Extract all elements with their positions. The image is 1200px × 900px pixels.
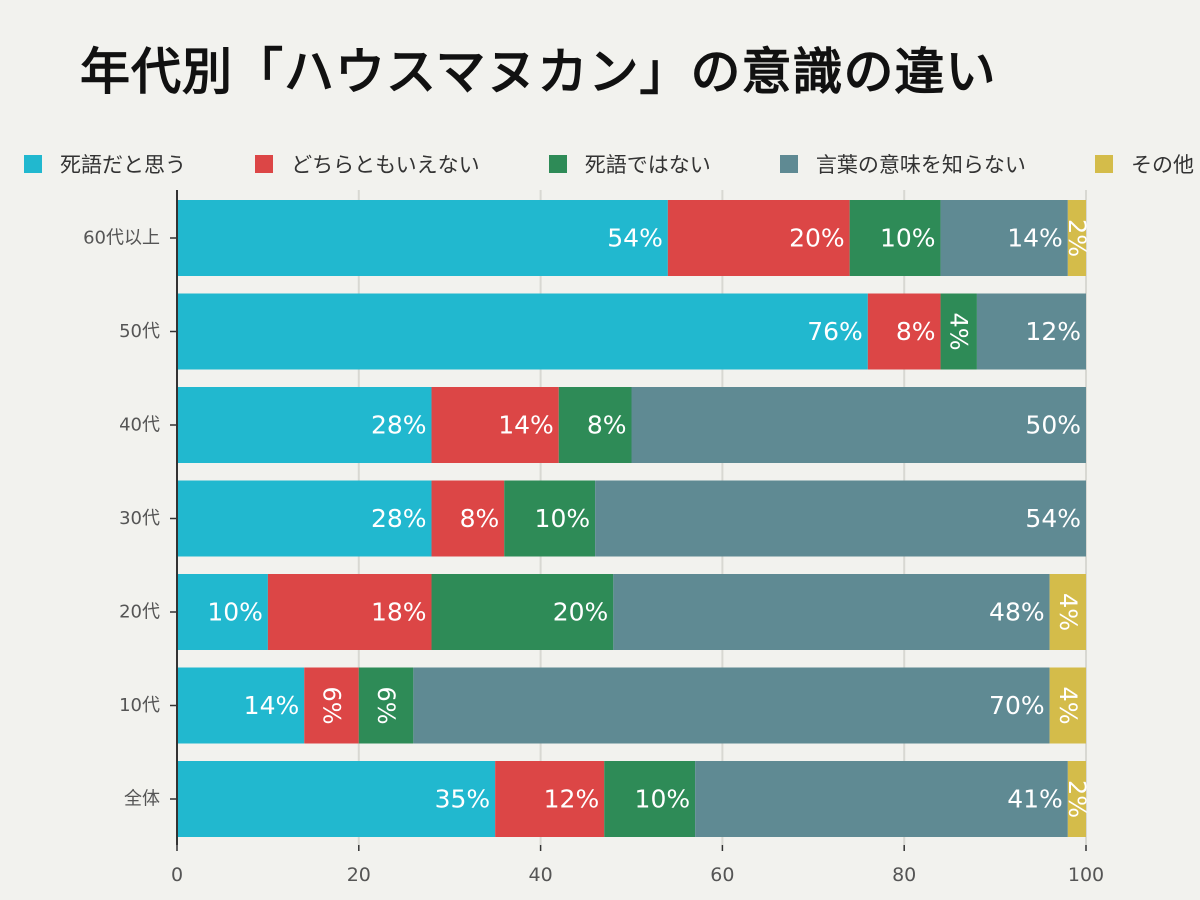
x-tick-label: 80	[892, 864, 916, 886]
category-label: 40代	[119, 415, 160, 436]
legend-label: 死語だと思う	[60, 153, 186, 177]
data-label: 20%	[789, 224, 845, 253]
category-label: 全体	[124, 789, 160, 810]
bar-segment	[667, 200, 850, 276]
bar-segment	[976, 293, 1086, 370]
bar-segment	[177, 387, 432, 463]
category-label: 10代	[119, 695, 160, 716]
bar-segment	[304, 667, 359, 744]
data-label: 6%	[372, 686, 400, 724]
bar-segment	[595, 480, 1086, 557]
legend-swatch	[548, 155, 567, 173]
bar-segment	[849, 200, 941, 276]
legend-item: 死語ではない	[548, 149, 711, 179]
bar-segment	[177, 293, 868, 370]
bar-segment	[177, 761, 496, 837]
data-label: 2%	[1063, 219, 1091, 257]
data-label: 18%	[371, 598, 427, 627]
data-label: 4%	[945, 312, 973, 350]
category-label: 60代以上	[83, 228, 160, 249]
data-label: 35%	[435, 785, 491, 814]
bar-segment	[1049, 667, 1086, 744]
bar-segment	[940, 200, 1068, 276]
data-label: 14%	[1007, 224, 1063, 253]
bar-segment	[267, 574, 432, 650]
bar-segment	[177, 480, 432, 557]
bar-segment	[431, 480, 505, 557]
data-label: 10%	[635, 785, 691, 814]
legend-item: その他	[1094, 149, 1194, 179]
data-label: 4%	[1054, 686, 1082, 724]
data-label: 4%	[1054, 593, 1082, 631]
bar-segment	[431, 387, 559, 463]
bar-segment	[1067, 761, 1086, 837]
bar-segment	[358, 667, 414, 744]
data-label: 28%	[371, 504, 427, 533]
data-label: 54%	[1025, 504, 1081, 533]
legend-label: 死語ではない	[584, 153, 711, 177]
legend-item: 言葉の意味を知らない	[779, 149, 1026, 179]
data-label: 14%	[244, 691, 300, 720]
bar-segment	[940, 293, 977, 370]
chart-legend: 死語だと思う どちらともいえない 死語ではない 言葉の意味を知らない その他	[24, 148, 1194, 180]
data-label: 76%	[807, 317, 863, 346]
bar-segment	[558, 387, 632, 463]
data-label: 8%	[460, 504, 500, 533]
data-label: 28%	[371, 411, 427, 440]
legend-label: その他	[1130, 153, 1194, 177]
bar-segment	[1049, 574, 1086, 650]
legend-swatch	[779, 155, 798, 173]
data-label: 50%	[1025, 411, 1081, 440]
x-tick-label: 100	[1068, 864, 1104, 886]
bar-segment	[177, 574, 268, 650]
bar-segment	[631, 387, 1086, 463]
x-tick-label: 0	[171, 864, 183, 886]
chart-title: 年代別「ハウスマヌカン」の意識の違い	[80, 43, 997, 101]
data-label: 48%	[989, 598, 1045, 627]
legend-item: 死語だと思う	[24, 149, 186, 179]
bar-segment	[495, 761, 605, 837]
data-label: 8%	[587, 411, 627, 440]
bar-segment	[177, 667, 305, 744]
data-label: 2%	[1063, 780, 1091, 818]
x-tick-label: 40	[529, 864, 553, 886]
bar-segment	[413, 667, 1050, 744]
category-label: 50代	[119, 321, 160, 342]
legend-swatch	[255, 155, 274, 173]
bar-segment	[613, 574, 1050, 650]
category-label: 30代	[119, 508, 160, 529]
data-label: 10%	[535, 504, 591, 533]
x-tick-label: 20	[347, 864, 371, 886]
bar-segment	[1067, 200, 1086, 276]
data-label: 8%	[896, 317, 936, 346]
bar-segment	[867, 293, 941, 370]
data-label: 54%	[607, 224, 663, 253]
bar-segment	[431, 574, 614, 650]
data-label: 20%	[553, 598, 609, 627]
legend-swatch	[1094, 155, 1113, 173]
data-label: 70%	[989, 691, 1045, 720]
bar-segment	[604, 761, 696, 837]
data-label: 12%	[1025, 317, 1081, 346]
data-label: 41%	[1007, 785, 1063, 814]
data-label: 10%	[880, 224, 936, 253]
bar-segment	[504, 480, 596, 557]
x-tick-label: 60	[710, 864, 734, 886]
bar-segment	[695, 761, 1068, 837]
data-label: 12%	[544, 785, 600, 814]
bar-segment	[177, 200, 668, 276]
category-label: 20代	[119, 602, 160, 623]
data-label: 10%	[207, 598, 263, 627]
legend-item: どちらともいえない	[255, 149, 480, 179]
data-label: 14%	[498, 411, 554, 440]
data-label: 6%	[318, 686, 346, 724]
legend-swatch	[24, 155, 42, 173]
legend-label: どちらともいえない	[291, 153, 480, 177]
legend-label: 言葉の意味を知らない	[815, 153, 1026, 177]
